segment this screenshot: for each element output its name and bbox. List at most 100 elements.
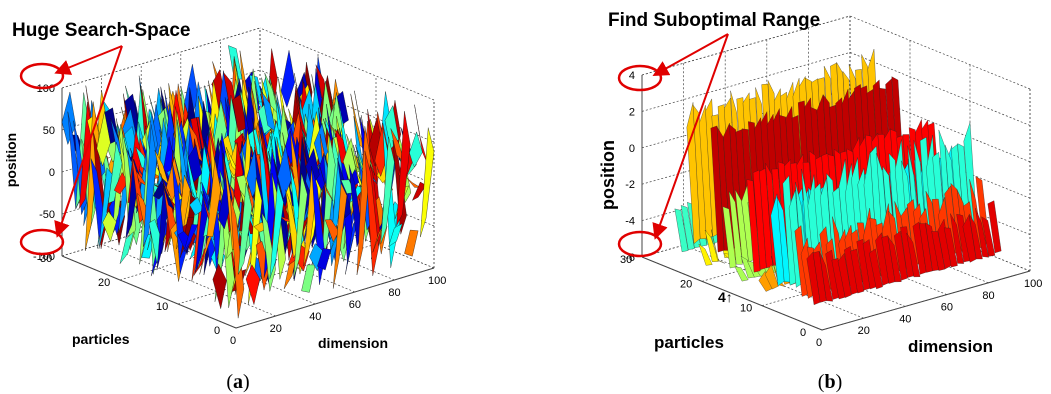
surface-facet bbox=[704, 230, 719, 262]
y-axis-label: particles bbox=[72, 331, 130, 347]
surface-facet bbox=[245, 264, 260, 306]
y-tick-label: 0 bbox=[214, 325, 220, 337]
x-tick-label: 0 bbox=[816, 337, 822, 349]
surface bbox=[674, 48, 1002, 306]
surface-facet bbox=[343, 137, 358, 181]
x-tick-label: 20 bbox=[270, 323, 282, 335]
surface-facet bbox=[759, 167, 773, 269]
surface-facet bbox=[887, 236, 902, 283]
highlight-circle bbox=[19, 228, 65, 256]
z-tick-label: -4 bbox=[625, 216, 635, 228]
surface-facet bbox=[981, 216, 996, 257]
x-tick-label: 40 bbox=[309, 311, 321, 323]
grid-line bbox=[141, 231, 316, 305]
surface-facet bbox=[319, 164, 334, 202]
surface-facet bbox=[987, 200, 1002, 254]
z-tick-label: -6 bbox=[625, 252, 635, 264]
surface-facet bbox=[746, 179, 761, 273]
surface-facet bbox=[420, 127, 435, 238]
surface-facet bbox=[734, 266, 749, 282]
annotation-label: Find Suboptimal Range bbox=[608, 10, 820, 31]
box-edge bbox=[641, 15, 851, 76]
surface-facet bbox=[212, 263, 227, 309]
surface-facet bbox=[680, 205, 695, 250]
surface-facet bbox=[102, 211, 117, 243]
surface-facet bbox=[305, 148, 320, 187]
z-tick-label: 4 bbox=[629, 70, 635, 82]
surface-facet bbox=[317, 248, 332, 271]
surface-facet bbox=[380, 137, 395, 245]
grid-line bbox=[849, 15, 1031, 90]
surface-facet bbox=[906, 232, 921, 278]
surface-facet bbox=[277, 145, 292, 200]
panel-caption-letter: a bbox=[233, 371, 243, 393]
surface-facet bbox=[230, 196, 245, 319]
surface bbox=[61, 45, 435, 319]
surface-facet bbox=[237, 182, 253, 275]
surface-facet bbox=[396, 111, 411, 226]
surface-facet bbox=[404, 229, 419, 257]
grid-line bbox=[849, 52, 1031, 126]
annotation-arrow bbox=[54, 45, 123, 75]
z-tick-label: 2 bbox=[629, 106, 635, 118]
x-axis-label: dimension bbox=[908, 337, 993, 356]
surface-facet bbox=[950, 213, 964, 264]
y-axis-line bbox=[641, 256, 823, 331]
x-tick-label: 20 bbox=[858, 325, 870, 337]
surface-facet bbox=[837, 253, 852, 298]
chart-panel-b: 0204060801000102030420-2-4-6dimensionpar… bbox=[598, 10, 1042, 393]
surface-facet bbox=[819, 251, 833, 302]
panel-caption: (a) bbox=[226, 371, 249, 393]
x-tick-label: 80 bbox=[982, 290, 994, 302]
x-tick-label: 60 bbox=[349, 299, 361, 311]
surface-facet bbox=[293, 173, 308, 279]
surface-facet bbox=[388, 223, 403, 248]
x-tick-label: 0 bbox=[230, 335, 236, 347]
stray-text: 4↑ bbox=[718, 289, 733, 305]
panel-caption-letter: b bbox=[824, 371, 835, 393]
surface-facet bbox=[869, 248, 883, 290]
surface-facet bbox=[234, 226, 249, 236]
chart-panel-a: 0204060801000102030100500-50-100dimensio… bbox=[3, 20, 446, 393]
panel-caption: (b) bbox=[818, 371, 842, 393]
grid-line bbox=[101, 243, 276, 317]
annotation-arrow bbox=[652, 33, 729, 76]
y-tick-label: 10 bbox=[156, 301, 168, 313]
y-tick-label: 10 bbox=[740, 303, 752, 315]
surface-facet bbox=[968, 213, 983, 260]
surface-facet bbox=[943, 227, 958, 268]
x-axis-label: dimension bbox=[318, 335, 388, 351]
y-tick-label: 0 bbox=[800, 327, 806, 339]
surface-facet bbox=[850, 248, 865, 294]
annotation-label: Huge Search-Space bbox=[12, 20, 190, 41]
y-tick-label: 30 bbox=[40, 253, 52, 265]
z-tick-label: -2 bbox=[625, 179, 635, 191]
surface-facet bbox=[764, 264, 779, 290]
y-axis-line bbox=[61, 255, 237, 329]
y-tick-label: 20 bbox=[680, 278, 692, 290]
y-tick-label: 30 bbox=[620, 254, 632, 266]
annotation-arrow bbox=[652, 33, 729, 240]
surface-facet bbox=[177, 231, 192, 252]
x-tick-label: 80 bbox=[388, 287, 400, 299]
box-edge bbox=[61, 27, 261, 89]
surface-facet bbox=[85, 101, 100, 251]
surface-facet bbox=[269, 182, 284, 279]
y-tick-label: 20 bbox=[98, 277, 110, 289]
surface-facet bbox=[188, 123, 203, 162]
z-axis-label: position bbox=[598, 140, 618, 210]
surface-facet bbox=[698, 243, 713, 266]
x-axis-line bbox=[821, 270, 1031, 331]
surface-facet bbox=[728, 191, 743, 265]
surface-facet bbox=[893, 230, 908, 281]
z-tick-label: 0 bbox=[49, 167, 55, 179]
y-axis-label: particles bbox=[654, 333, 724, 352]
surface-facet bbox=[975, 208, 989, 258]
x-tick-label: 100 bbox=[1024, 278, 1042, 290]
z-tick-label: 50 bbox=[43, 125, 55, 137]
surface-facet bbox=[962, 214, 977, 263]
surface-facet bbox=[332, 182, 348, 289]
grid-line bbox=[259, 27, 435, 101]
surface-facet bbox=[280, 50, 295, 108]
